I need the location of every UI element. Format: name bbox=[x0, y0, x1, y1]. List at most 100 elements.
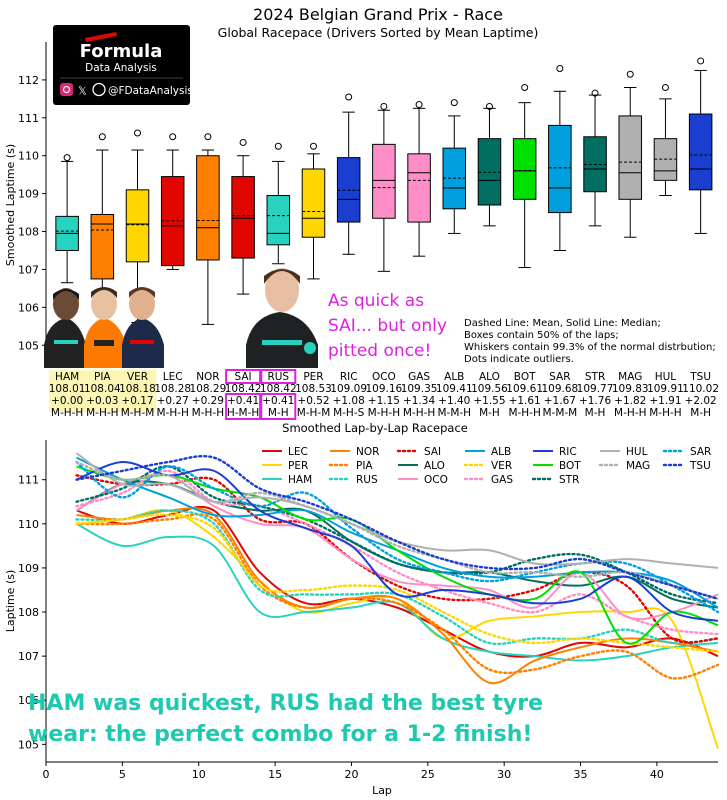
chart-subtitle: Global Racepace (Drivers Sorted by Mean … bbox=[218, 25, 539, 40]
series-line-gas bbox=[75, 469, 720, 636]
table-tyres: M-H-H bbox=[368, 407, 400, 419]
outlier-dot bbox=[204, 133, 212, 141]
legend-label: TSU bbox=[689, 460, 711, 472]
bottom-caption-line-1: HAM was quickest, RUS had the best tyre bbox=[28, 691, 543, 716]
table-driver-code: OCO bbox=[372, 371, 396, 383]
table-gap: +1.55 bbox=[473, 395, 505, 407]
legend-item-ham: HAM bbox=[262, 474, 312, 486]
table-driver-code: PER bbox=[303, 371, 323, 383]
iqr-box bbox=[125, 189, 150, 263]
table-mean: 108.53 bbox=[295, 383, 332, 395]
table-gap: +0.52 bbox=[297, 395, 329, 407]
box-ylabel: Smoothed Laptime (s) bbox=[4, 144, 17, 266]
table-mean: 108.42 bbox=[225, 383, 262, 395]
table-driver-code: NOR bbox=[196, 371, 219, 383]
box-gas bbox=[407, 101, 431, 257]
outlier-dot bbox=[415, 101, 423, 109]
legend-item-str: STR bbox=[531, 474, 579, 486]
legend-note-4: Dots indicate outliers. bbox=[464, 354, 574, 365]
driver-portraits bbox=[44, 268, 318, 368]
outlier-dot bbox=[134, 129, 142, 137]
table-mean: 109.56 bbox=[471, 383, 508, 395]
legend-label: BOT bbox=[559, 460, 581, 472]
table-gap: +0.41 bbox=[227, 395, 259, 407]
table-driver-code: RUS bbox=[267, 371, 289, 383]
table-tyres: M-M-H bbox=[437, 407, 471, 419]
legend-item-rus: RUS bbox=[328, 474, 378, 486]
table-mean: 108.04 bbox=[84, 383, 121, 395]
line-x-tick-label: 5 bbox=[119, 768, 126, 781]
outlier-dot bbox=[626, 70, 634, 78]
legend-item-bot: BOT bbox=[533, 460, 581, 472]
box-xlabel: Smoothed Lap-by-Lap Racepace bbox=[282, 421, 468, 435]
series-line-mag bbox=[75, 460, 720, 600]
table-gap: +0.17 bbox=[121, 395, 153, 407]
legend-item-hul: HUL bbox=[600, 446, 648, 458]
legend-note-1: Dashed Line: Mean, Solid Line: Median; bbox=[464, 318, 661, 329]
table-driver-code: TSU bbox=[689, 371, 711, 383]
legend-label: HUL bbox=[626, 446, 648, 458]
legend-label: RIC bbox=[559, 446, 577, 458]
iqr-box bbox=[301, 168, 326, 238]
logo-swoosh-icon bbox=[85, 32, 117, 42]
box-y-tick-label: 106 bbox=[18, 301, 39, 314]
legend-item-oco: OCO bbox=[398, 474, 448, 486]
table-tyres: M-H-M bbox=[121, 407, 155, 419]
logo-title: Formula bbox=[80, 41, 163, 62]
series-line-per bbox=[76, 509, 719, 750]
series-line-tsu bbox=[75, 454, 720, 600]
legend-item-sai: SAI bbox=[396, 446, 441, 458]
box-str bbox=[583, 89, 607, 227]
legend-label: OCO bbox=[424, 474, 448, 486]
box-per bbox=[301, 142, 326, 280]
table-gap: +0.27 bbox=[157, 395, 189, 407]
legend-item-ver: VER bbox=[463, 460, 512, 472]
legend-label: VER bbox=[491, 460, 512, 472]
table-gap: +1.61 bbox=[509, 395, 541, 407]
box-y-tick-label: 111 bbox=[18, 112, 39, 125]
driver-stats-table: HAM108.01+0.00M-H-HPIA108.04+0.03M-H-HVE… bbox=[49, 369, 719, 420]
outlier-dot bbox=[591, 89, 599, 97]
table-driver-code: HUL bbox=[655, 371, 677, 383]
legend-label: RUS bbox=[356, 474, 378, 486]
table-gap: +1.82 bbox=[614, 395, 646, 407]
outlier-dot bbox=[169, 133, 177, 141]
box-ham bbox=[55, 154, 79, 284]
legend-item-pia: PIA bbox=[328, 460, 373, 472]
box-y-tick-label: 107 bbox=[18, 263, 39, 276]
outlier-dot bbox=[380, 102, 388, 110]
box-hul bbox=[653, 83, 678, 197]
outlier-dot bbox=[63, 154, 71, 162]
table-driver-code: BOT bbox=[514, 371, 536, 383]
outlier-dot bbox=[345, 93, 353, 101]
logo-background bbox=[53, 25, 190, 105]
table-driver-code: SAR bbox=[549, 371, 570, 383]
table-tyres: M-H bbox=[268, 407, 289, 419]
table-gap: +0.29 bbox=[192, 395, 224, 407]
line-y-tick-label: 110 bbox=[18, 518, 39, 531]
table-mean: 110.02 bbox=[682, 383, 719, 395]
table-gap: +1.76 bbox=[579, 395, 611, 407]
table-mean: 109.61 bbox=[506, 383, 543, 395]
box-alo bbox=[477, 102, 502, 227]
table-mean: 109.16 bbox=[366, 383, 403, 395]
table-gap: +0.03 bbox=[86, 395, 118, 407]
box-rus bbox=[266, 142, 291, 265]
highlight-stats-box bbox=[225, 393, 262, 420]
legend-label: SAR bbox=[690, 446, 711, 458]
table-driver-code: RIC bbox=[340, 371, 358, 383]
table-mean: 108.01 bbox=[49, 383, 86, 395]
line-x-tick-label: 30 bbox=[497, 768, 511, 781]
highlight-code-box bbox=[260, 369, 297, 384]
table-tyres: M-H-H bbox=[403, 407, 435, 419]
table-tyres: M-H bbox=[479, 407, 500, 419]
box-sai bbox=[231, 138, 255, 295]
table-gap: +1.67 bbox=[544, 395, 576, 407]
table-driver-code: PIA bbox=[94, 371, 111, 383]
iqr-box bbox=[618, 115, 643, 200]
legend-label: PIA bbox=[356, 460, 373, 472]
